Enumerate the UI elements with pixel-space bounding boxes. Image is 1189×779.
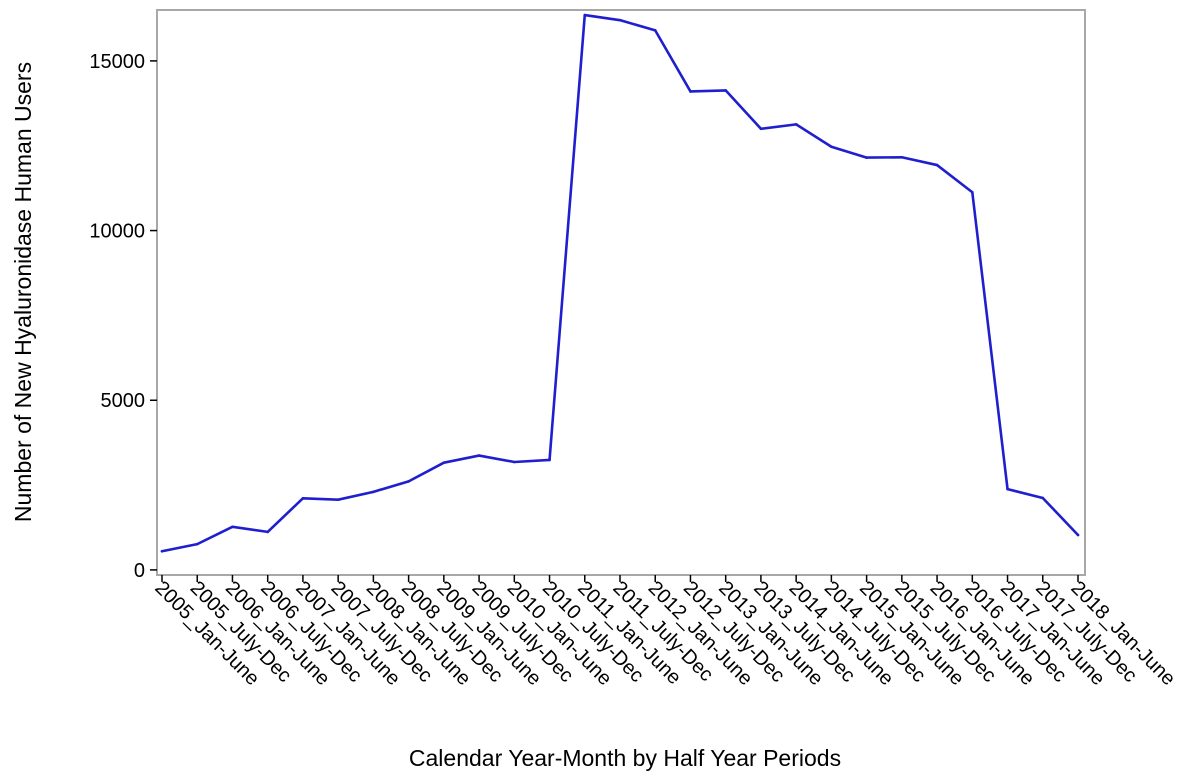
y-axis-title: Number of New Hyaluronidase Human Users bbox=[10, 62, 36, 522]
data-point bbox=[935, 163, 939, 167]
data-point bbox=[160, 549, 164, 553]
data-point bbox=[794, 123, 798, 126]
series-layer bbox=[160, 13, 1080, 553]
plot-frame bbox=[156, 9, 1086, 576]
data-point bbox=[971, 190, 974, 194]
data-point bbox=[1041, 496, 1045, 500]
data-point bbox=[231, 525, 234, 529]
data-point bbox=[195, 542, 199, 546]
y-tick-label: 5000 bbox=[101, 390, 146, 412]
data-point bbox=[301, 497, 305, 500]
data-point bbox=[900, 155, 904, 159]
data-point bbox=[442, 461, 446, 464]
data-point bbox=[618, 18, 622, 22]
data-point bbox=[759, 127, 763, 131]
y-tick-label: 0 bbox=[134, 560, 145, 582]
data-point bbox=[865, 156, 868, 159]
data-point bbox=[336, 498, 340, 501]
data-point bbox=[724, 89, 727, 92]
x-axis: 2005_Jan-June2005_July-Dec2006_Jan-June2… bbox=[150, 575, 1180, 690]
y-axis: 0 5000 10000 15000 bbox=[89, 51, 157, 582]
data-point bbox=[266, 530, 269, 534]
data-point bbox=[548, 458, 551, 462]
data-point bbox=[477, 454, 481, 457]
data-point bbox=[689, 90, 692, 93]
y-tick-label: 15000 bbox=[89, 51, 145, 73]
data-point bbox=[513, 460, 516, 464]
y-tick-label: 10000 bbox=[89, 221, 145, 243]
data-point bbox=[372, 490, 375, 494]
data-point bbox=[1006, 487, 1009, 491]
data-point bbox=[830, 145, 833, 149]
data-point bbox=[583, 13, 587, 17]
series-line bbox=[160, 13, 1080, 553]
data-point bbox=[653, 29, 657, 32]
data-point bbox=[1076, 533, 1080, 537]
x-axis-title: Calendar Year-Month by Half Year Periods bbox=[409, 745, 841, 771]
data-point bbox=[407, 480, 410, 483]
